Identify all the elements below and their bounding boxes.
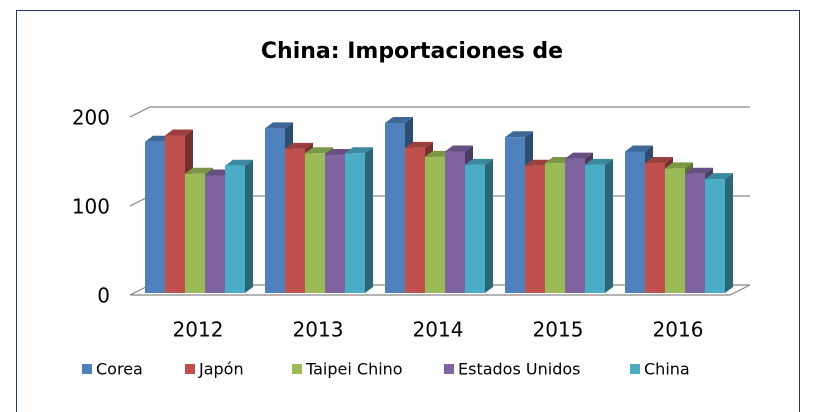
bar — [585, 158, 613, 293]
bar-front — [305, 153, 325, 293]
y-tick-label: 0 — [97, 284, 110, 308]
bar-front — [405, 147, 425, 293]
bar — [225, 159, 253, 293]
bar-front — [545, 163, 565, 293]
chart-title: China: Importaciones de — [261, 39, 563, 64]
bar-side — [245, 159, 253, 293]
y-tick-label: 100 — [72, 195, 110, 219]
bar-front — [185, 173, 205, 293]
bar-top — [165, 129, 193, 136]
bar-front — [625, 151, 645, 293]
bar-top — [585, 158, 613, 165]
bar-front — [565, 158, 585, 293]
bar-top — [505, 131, 533, 138]
x-tick-label: 2012 — [173, 318, 224, 342]
bar-top — [185, 167, 213, 174]
legend-label: Japón — [198, 360, 244, 379]
bar-front — [165, 135, 185, 293]
bar-side — [605, 158, 613, 293]
bar-front — [525, 165, 545, 293]
bar-side — [725, 173, 733, 293]
legend-swatch — [292, 364, 302, 374]
bar-top — [285, 142, 313, 149]
bar-front — [385, 123, 405, 293]
bar-top — [645, 157, 673, 164]
bar-front — [465, 164, 485, 293]
bar-front — [325, 155, 345, 293]
legend-swatch — [630, 364, 640, 374]
bar — [345, 147, 373, 293]
x-tick-label: 2016 — [653, 318, 704, 342]
bar-front — [425, 156, 445, 293]
bar-front — [205, 175, 225, 293]
x-tick-label: 2013 — [293, 318, 344, 342]
bar — [465, 158, 493, 293]
bar-top — [705, 173, 733, 180]
bar-front — [445, 151, 465, 293]
bar-front — [345, 153, 365, 293]
x-tick-label: 2015 — [533, 318, 584, 342]
bar — [705, 173, 733, 293]
bar-front — [265, 128, 285, 293]
bar-front — [685, 173, 705, 293]
bar-front — [225, 165, 245, 293]
bar-top — [225, 159, 253, 166]
y-tick-label: 200 — [72, 106, 110, 130]
bar-top — [665, 162, 693, 169]
bar-front — [505, 137, 525, 293]
bar-side — [365, 147, 373, 293]
grid-line — [129, 284, 751, 296]
bar-top — [685, 167, 713, 174]
bar-front — [645, 163, 665, 293]
legend-label: Estados Unidos — [458, 360, 580, 379]
bar-front — [705, 179, 725, 293]
legend-swatch — [444, 364, 454, 374]
x-tick-label: 2014 — [413, 318, 464, 342]
legend-label: Corea — [96, 360, 143, 379]
bar-top — [345, 147, 373, 154]
bar-top — [265, 122, 293, 129]
bar-front — [285, 148, 305, 293]
legend-label: Taipei Chino — [305, 360, 403, 379]
legend-label: China — [644, 360, 690, 379]
bar-top — [305, 147, 333, 154]
bar-front — [145, 141, 165, 293]
bar-top — [565, 152, 593, 159]
bar-top — [445, 145, 473, 152]
bar-top — [465, 158, 493, 165]
bar-top — [625, 145, 653, 152]
bar-front — [665, 168, 685, 293]
legend-swatch — [185, 364, 195, 374]
grid-line — [129, 106, 750, 118]
bar-top — [385, 117, 413, 124]
bar-top — [405, 141, 433, 148]
legend-swatch — [82, 364, 92, 374]
bar-side — [485, 158, 493, 293]
bar-front — [585, 164, 605, 293]
